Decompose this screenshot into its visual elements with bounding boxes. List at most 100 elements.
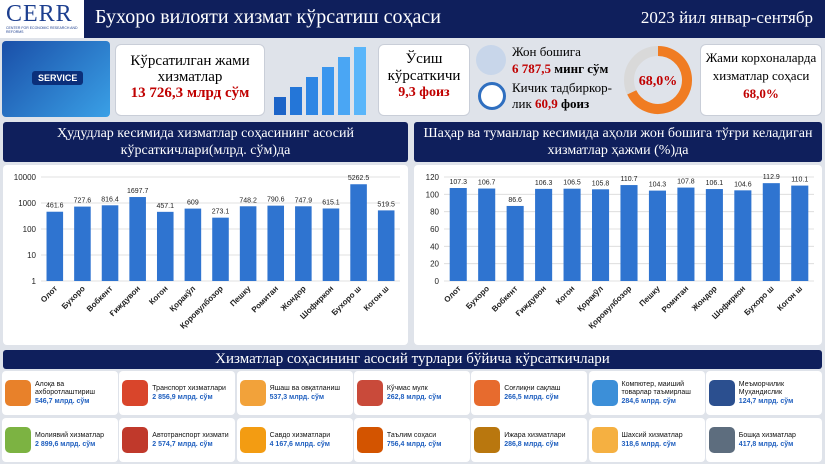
value-label: 106.1 [706, 180, 724, 187]
service-value: 284,6 млрд. сўм [621, 397, 677, 405]
chart-title: Ҳудудлар кесимида хизматлар соҳасининг а… [3, 122, 408, 162]
service-icon [5, 380, 31, 406]
bar [129, 197, 146, 281]
x-tick-label: Қоракўл [576, 284, 605, 313]
service-item: Шахсий хизматлар 318,6 млрд. сўм [588, 418, 705, 462]
value-label: 457.1 [157, 203, 175, 210]
bar [449, 188, 467, 281]
donut-chart: 68,0% [624, 46, 692, 114]
small-business-value: 60,9 [535, 96, 558, 111]
service-text: Меъморчилик Муҳандислик 124,7 млрд. сўм [739, 381, 822, 406]
service-icon [356, 380, 383, 406]
services-grid: Алоқа ва ахборотлаштириш 546,7 млрд. сўм Т… [2, 371, 823, 463]
bar [791, 185, 809, 281]
y-tick-label: 0 [435, 277, 440, 286]
y-tick-label: 20 [430, 260, 439, 269]
logo: CERR CENTER FOR ECONOMIC RESEARCH AND RE… [0, 0, 84, 38]
service-name: Автотранспорт хизмати [152, 431, 229, 439]
bar [478, 188, 496, 281]
service-value: 262,8 млрд. сўм [386, 393, 442, 401]
service-value: 286,8 млрд. сўм [504, 440, 559, 448]
bar [677, 187, 695, 281]
bar [506, 205, 524, 281]
bar [212, 217, 229, 281]
service-text: Таълим соҳаси 756,4 млрд. сўм [387, 432, 442, 449]
per-capita: 6 787,5 минг сўм [512, 61, 608, 77]
small-business-unit: фоиз [561, 96, 590, 111]
per-capita-label: Жон бошига [512, 44, 581, 59]
bar [101, 205, 119, 281]
service-icon [474, 380, 501, 406]
y-tick-label: 10 [27, 251, 36, 260]
donut-arc [627, 46, 692, 114]
per-capita-value: 6 787,5 [512, 61, 551, 76]
small-business-label: Кичик тадбиркор-лик [512, 80, 612, 111]
x-tick-label: Пешку [228, 284, 253, 309]
service-icon [5, 427, 31, 453]
service-item: Молиявий хизматлар 2 899,6 млрд. сўм [2, 418, 118, 462]
x-tick-label: Бухоро [60, 284, 87, 311]
bar [620, 185, 638, 281]
service-item: Ижара хизматлари 286,8 млрд. сўм [471, 418, 588, 462]
x-tick-label: Бухоро [464, 284, 491, 311]
chart-panel: 1 10 100 1000 10000 461.6 Олот 727.6 Бухоро 816.4… [3, 165, 408, 345]
value-label: 106.3 [535, 180, 553, 187]
service-name: Кўчмас мулк [386, 384, 428, 392]
bar [535, 188, 553, 281]
service-text: Савдо хизматлари 4 167,6 млрд. сўм [270, 432, 331, 449]
enterprises-label: Жами корхоналарда хизматлар соҳаси [705, 50, 817, 83]
value-label: 107.3 [449, 179, 467, 186]
service-icon [474, 427, 501, 453]
service-value: 318,6 млрд. сўм [621, 440, 677, 448]
value-label: 104.6 [734, 181, 752, 188]
bar [350, 184, 367, 281]
value-label: 104.3 [649, 182, 667, 189]
service-name: Молиявий хизматлар [35, 431, 105, 439]
bar [762, 183, 780, 281]
service-item: Меъморчилик Муҳандислик 124,7 млрд. сўм [705, 371, 822, 415]
service-value: 2 899,6 млрд. сўм [35, 440, 96, 448]
value-label: 747.9 [295, 197, 313, 204]
growth-graphic [274, 47, 366, 115]
bar [74, 206, 91, 281]
total-value: 13 726,3 млрд сўм [130, 85, 250, 101]
service-item: Транспорт хизматлари 2 856,9 млрд. сўм [119, 371, 236, 415]
header [0, 0, 825, 38]
service-name: Бошқа хизматлар [738, 431, 796, 439]
y-tick-label: 10000 [14, 173, 37, 182]
service-text: Молиявий хизматлар 2 899,6 млрд. сўм [35, 432, 104, 449]
bar [648, 190, 666, 281]
page-title: Бухоро вилояти хизмат кўрсатиш соҳаси [95, 6, 441, 28]
business-icon [478, 82, 506, 110]
bar [156, 211, 174, 281]
service-text: Яшаш ва овқатланиш 537,3 млрд. сўм [270, 385, 340, 402]
logo-text: CERR [6, 1, 73, 27]
service-value: 546,7 млрд. сўм [35, 397, 90, 405]
service-icon [356, 427, 383, 453]
service-item: Яшаш ва овқатланиш 537,3 млрд. сўм [236, 371, 353, 415]
x-tick-label: Бухоро ш [330, 284, 363, 317]
chart: 1 10 100 1000 10000 461.6 Олот 727.6 Бухоро 816.4… [14, 173, 400, 331]
service-value: 417,8 млрд. сўм [738, 440, 794, 448]
bar [46, 211, 64, 281]
service-icon [122, 427, 149, 453]
service-text: Кўчмас мулк 262,8 млрд. сўм [387, 385, 442, 402]
value-label: 110.7 [621, 176, 638, 183]
y-tick-label: 1 [32, 277, 37, 286]
x-tick-label: Олот [39, 284, 59, 304]
value-label: 107.8 [677, 179, 695, 186]
service-text: Компютер, маиший товарлар таъмирлаш 284,6… [622, 381, 705, 406]
service-name: Транспорт хизматлари [152, 384, 226, 392]
service-icon [591, 427, 618, 453]
bar [592, 189, 610, 281]
bar [377, 210, 395, 281]
service-text: Шахсий хизматлар 318,6 млрд. сўм [622, 432, 683, 449]
service-value: 124,7 млрд. сўм [738, 397, 794, 405]
bar [295, 206, 312, 281]
chart: 020406080100120107.3Олот106.7Бухоро86.6В… [426, 173, 814, 331]
service-name: Меъморчилик Муҳандислик [738, 380, 785, 396]
y-tick-label: 120 [426, 173, 440, 182]
bar [267, 205, 285, 281]
x-tick-label: Ғиждувон [514, 284, 548, 318]
x-tick-label: Когон ш [362, 284, 391, 313]
